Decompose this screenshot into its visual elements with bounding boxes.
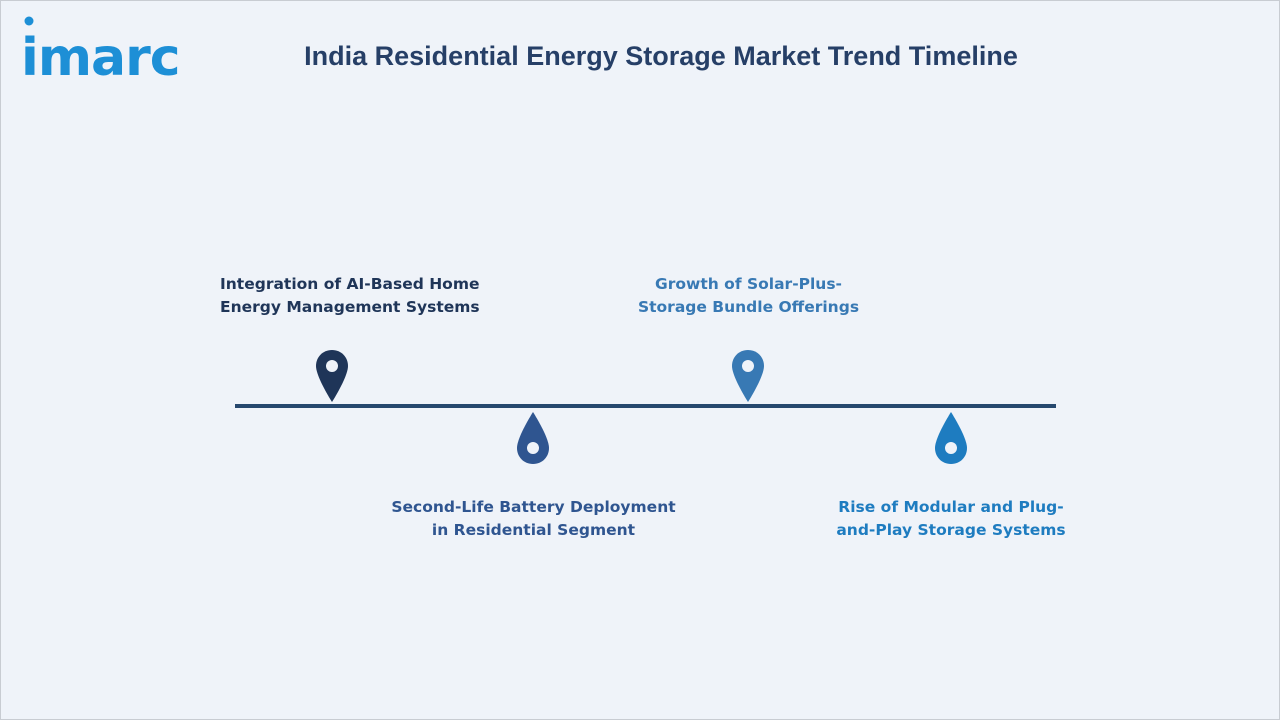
milestone-3-line-1: Growth of Solar-Plus-	[655, 275, 842, 293]
milestone-2-pin-hole	[527, 442, 539, 454]
milestone-4-line-1: Rise of Modular and Plug-	[838, 498, 1064, 516]
milestone-4-pin-hole	[945, 442, 957, 454]
milestone-3-pin-hole	[742, 360, 754, 372]
milestone-1-line-1: Integration of AI-Based Home	[220, 275, 480, 293]
milestone-3-line-2: Storage Bundle Offerings	[637, 298, 860, 316]
milestone-2-line-1: Second-Life Battery Deployment	[391, 498, 676, 516]
milestone-4-label: Rise of Modular and Plug- and-Play Stora…	[831, 496, 1071, 542]
page-title: India Residential Energy Storage Market …	[304, 41, 1018, 71]
milestone-2-pin-icon	[517, 412, 549, 464]
logo-text: imarc	[21, 28, 180, 85]
milestone-2-line-2: in Residential Segment	[431, 521, 636, 539]
timeline-axis	[235, 404, 1056, 408]
milestone-2-pin-shape	[517, 412, 549, 464]
milestone-1-pin-icon	[316, 350, 348, 402]
milestone-1-pin-shape	[316, 350, 348, 402]
milestone-4-line-2: and-Play Storage Systems	[836, 521, 1066, 539]
milestone-1-line-2: Energy Management Systems	[220, 298, 480, 316]
milestone-3-pin-icon	[732, 350, 764, 402]
logo-dot	[24, 16, 34, 26]
imarc-logo: imarc	[21, 16, 181, 85]
milestone-1-pin-hole	[326, 360, 338, 372]
milestone-3-label: Growth of Solar-Plus- Storage Bundle Off…	[611, 273, 886, 319]
milestone-4-pin-icon	[935, 412, 967, 464]
milestone-4-pin-shape	[935, 412, 967, 464]
milestone-3-pin-shape	[732, 350, 764, 402]
milestone-2-label: Second-Life Battery Deployment in Reside…	[381, 496, 686, 542]
milestone-1-label: Integration of AI-Based Home Energy Mana…	[220, 273, 480, 319]
